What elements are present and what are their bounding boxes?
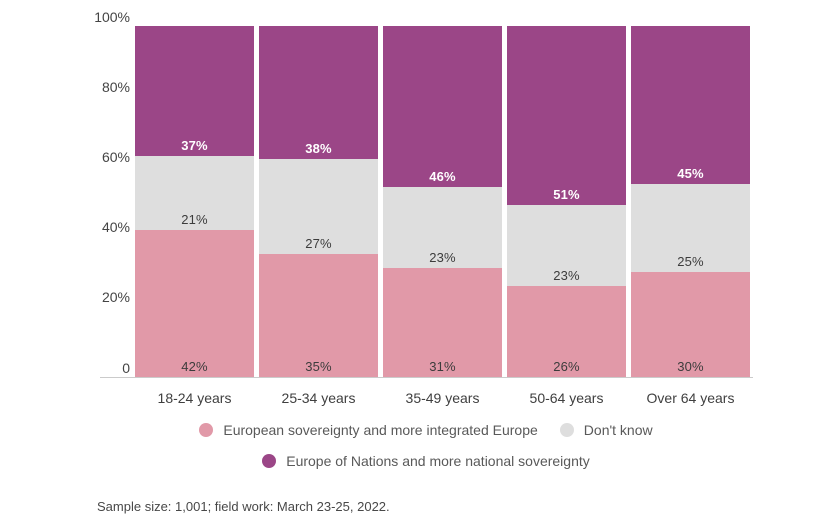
footnote: Sample size: 1,001; field work: March 23… (97, 499, 390, 514)
segment-value-label: 23% (429, 250, 456, 266)
bar-segment: 37% (135, 26, 254, 156)
legend-label: Don't know (583, 422, 653, 438)
legend-dot-icon (559, 423, 574, 437)
segment-value-label: 27% (305, 236, 332, 252)
y-tick-label: 60% (101, 148, 130, 165)
segment-value-label: 35% (305, 358, 332, 374)
y-tick-label: 40% (101, 219, 130, 236)
segment-value-label: 23% (553, 267, 580, 283)
segment-value-label: 46% (429, 169, 456, 185)
y-tick-label: 100% (94, 8, 130, 25)
bar-segment: 26% (507, 285, 626, 377)
legend-dot-icon (199, 423, 214, 437)
x-category-label: Over 64 years (646, 390, 735, 406)
x-category-label: 35-49 years (405, 390, 480, 406)
bar-segment: 21% (135, 155, 254, 230)
legend-item: Europe of Nations and more national sove… (262, 453, 590, 469)
x-axis-line (100, 377, 753, 378)
segment-value-label: 21% (181, 211, 208, 227)
legend-item: Don't know (559, 422, 653, 438)
bar-column: 46% 23% 31% (383, 26, 502, 377)
bar-segment: 35% (259, 254, 378, 377)
bar-segment: 45% (631, 26, 750, 184)
bar-segment: 38% (259, 26, 378, 160)
plot-area: 37% 21% 42% 38% 27% 35% 46% 23% 31% 51% 23% 26% 45% 2… (135, 26, 750, 377)
bar-segment: 27% (259, 159, 378, 255)
legend-label: European sovereignty and more integrated… (223, 422, 538, 438)
bar-segment: 31% (383, 268, 502, 377)
bar-segment: 23% (383, 187, 502, 269)
legend-dot-icon (262, 454, 277, 468)
bar-segment: 42% (135, 229, 254, 377)
bar-column: 51% 23% 26% (507, 26, 626, 377)
legend: European sovereignty and more integrated… (97, 421, 755, 470)
segment-value-label: 30% (677, 358, 704, 374)
segment-value-label: 26% (553, 358, 580, 374)
bar-segment: 30% (631, 271, 750, 377)
y-axis: 100% 80% 60% 40% 20% 0 (0, 0, 130, 400)
x-category-label: 25-34 years (281, 390, 356, 406)
segment-value-label: 25% (677, 253, 704, 269)
bar-column: 45% 25% 30% (631, 26, 750, 377)
bar-column: 37% 21% 42% (135, 26, 254, 377)
y-tick-label: 80% (101, 78, 130, 95)
legend-item: European sovereignty and more integrated… (199, 422, 538, 438)
bar-segment: 23% (507, 205, 626, 286)
y-tick-label: 0 (122, 359, 130, 376)
y-tick-label: 20% (101, 289, 130, 306)
segment-value-label: 37% (181, 137, 208, 153)
segment-value-label: 42% (181, 358, 208, 374)
bar-segment: 46% (383, 26, 502, 188)
legend-label: Europe of Nations and more national sove… (286, 453, 590, 469)
x-category-label: 50-64 years (529, 390, 604, 406)
bar-segment: 51% (507, 26, 626, 205)
legend-row-1: European sovereignty and more integrated… (97, 421, 755, 439)
segment-value-label: 31% (429, 358, 456, 374)
x-axis-labels: 18-24 years 25-34 years 35-49 years 50-64 y… (135, 390, 750, 406)
legend-row-2: Europe of Nations and more national sove… (97, 452, 755, 470)
segment-value-label: 45% (677, 165, 704, 181)
segment-value-label: 38% (305, 141, 332, 157)
bar-column: 38% 27% 35% (259, 26, 378, 377)
segment-value-label: 51% (553, 187, 580, 202)
bar-segment: 25% (631, 183, 750, 272)
x-category-label: 18-24 years (157, 390, 232, 406)
